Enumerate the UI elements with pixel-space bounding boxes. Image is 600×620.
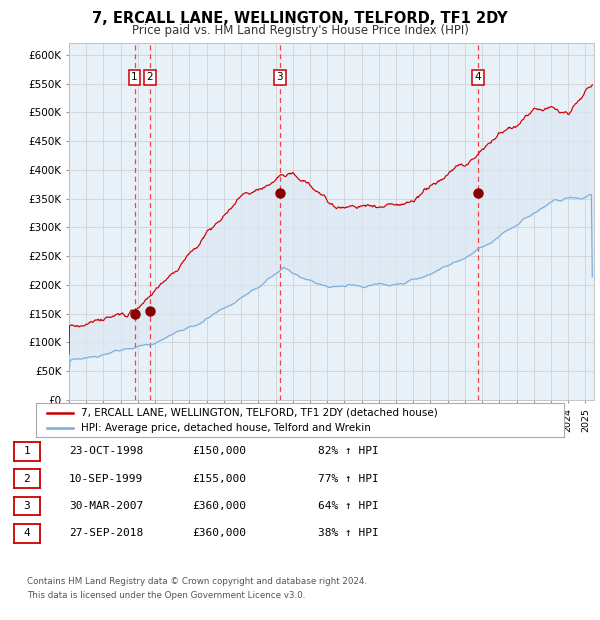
- Text: 1: 1: [23, 446, 31, 456]
- Text: This data is licensed under the Open Government Licence v3.0.: This data is licensed under the Open Gov…: [27, 591, 305, 600]
- Text: Price paid vs. HM Land Registry's House Price Index (HPI): Price paid vs. HM Land Registry's House …: [131, 24, 469, 37]
- Text: 2: 2: [146, 73, 153, 82]
- Text: £360,000: £360,000: [192, 501, 246, 511]
- Text: 64% ↑ HPI: 64% ↑ HPI: [318, 501, 379, 511]
- Text: 10-SEP-1999: 10-SEP-1999: [69, 474, 143, 484]
- Text: 77% ↑ HPI: 77% ↑ HPI: [318, 474, 379, 484]
- Text: 23-OCT-1998: 23-OCT-1998: [69, 446, 143, 456]
- Text: 30-MAR-2007: 30-MAR-2007: [69, 501, 143, 511]
- Text: £360,000: £360,000: [192, 528, 246, 538]
- Text: 27-SEP-2018: 27-SEP-2018: [69, 528, 143, 538]
- Text: 3: 3: [277, 73, 283, 82]
- Text: Contains HM Land Registry data © Crown copyright and database right 2024.: Contains HM Land Registry data © Crown c…: [27, 577, 367, 586]
- Text: £155,000: £155,000: [192, 474, 246, 484]
- Text: 7, ERCALL LANE, WELLINGTON, TELFORD, TF1 2DY: 7, ERCALL LANE, WELLINGTON, TELFORD, TF1…: [92, 11, 508, 26]
- Text: 4: 4: [23, 528, 31, 538]
- Text: 4: 4: [475, 73, 481, 82]
- Text: 7, ERCALL LANE, WELLINGTON, TELFORD, TF1 2DY (detached house): 7, ERCALL LANE, WELLINGTON, TELFORD, TF1…: [81, 407, 437, 417]
- Text: 2: 2: [23, 474, 31, 484]
- Text: 82% ↑ HPI: 82% ↑ HPI: [318, 446, 379, 456]
- Text: HPI: Average price, detached house, Telford and Wrekin: HPI: Average price, detached house, Telf…: [81, 423, 371, 433]
- Text: 3: 3: [23, 501, 31, 511]
- Text: £150,000: £150,000: [192, 446, 246, 456]
- Text: 38% ↑ HPI: 38% ↑ HPI: [318, 528, 379, 538]
- Text: 1: 1: [131, 73, 138, 82]
